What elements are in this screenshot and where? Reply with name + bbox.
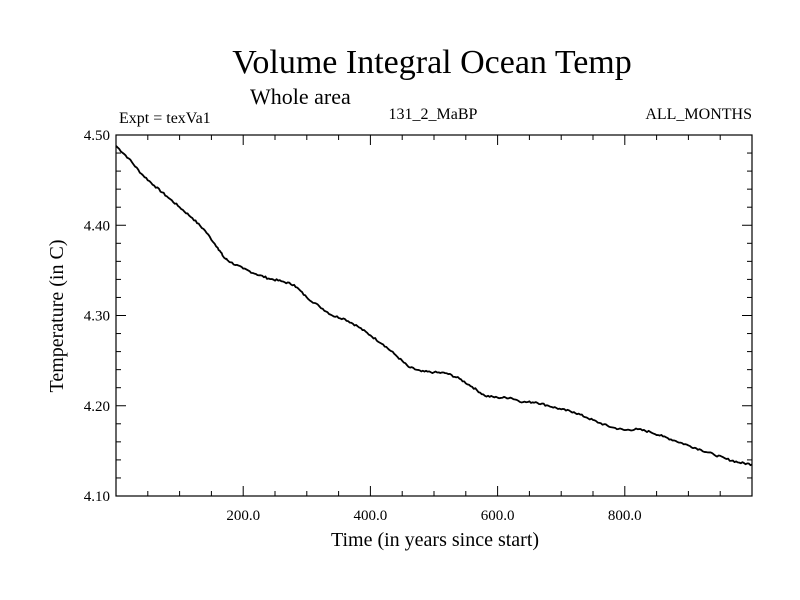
y-tick-label: 4.40 [84,218,110,234]
series-line [115,145,753,467]
y-tick-label: 4.50 [84,128,110,144]
x-tick-label: 600.0 [481,508,515,524]
y-axis-label: Temperature (in C) [46,240,68,393]
x-tick-label: 200.0 [226,508,260,524]
y-tick-label: 4.10 [84,489,110,505]
y-tick-label: 4.30 [84,309,110,325]
chart-subtitle: Whole area [250,84,351,109]
y-tick-label: 4.20 [84,399,110,415]
x-tick-label: 800.0 [608,508,642,524]
chart-title: Volume Integral Ocean Temp [232,44,632,81]
x-axis-label: Time (in years since start) [331,529,539,551]
months-label: ALL_MONTHS [645,106,752,123]
run-label: 131_2_MaBP [389,106,478,123]
experiment-label: Expt = texVa1 [119,110,211,127]
x-tick-label: 400.0 [354,508,388,524]
plot-frame [115,134,753,497]
